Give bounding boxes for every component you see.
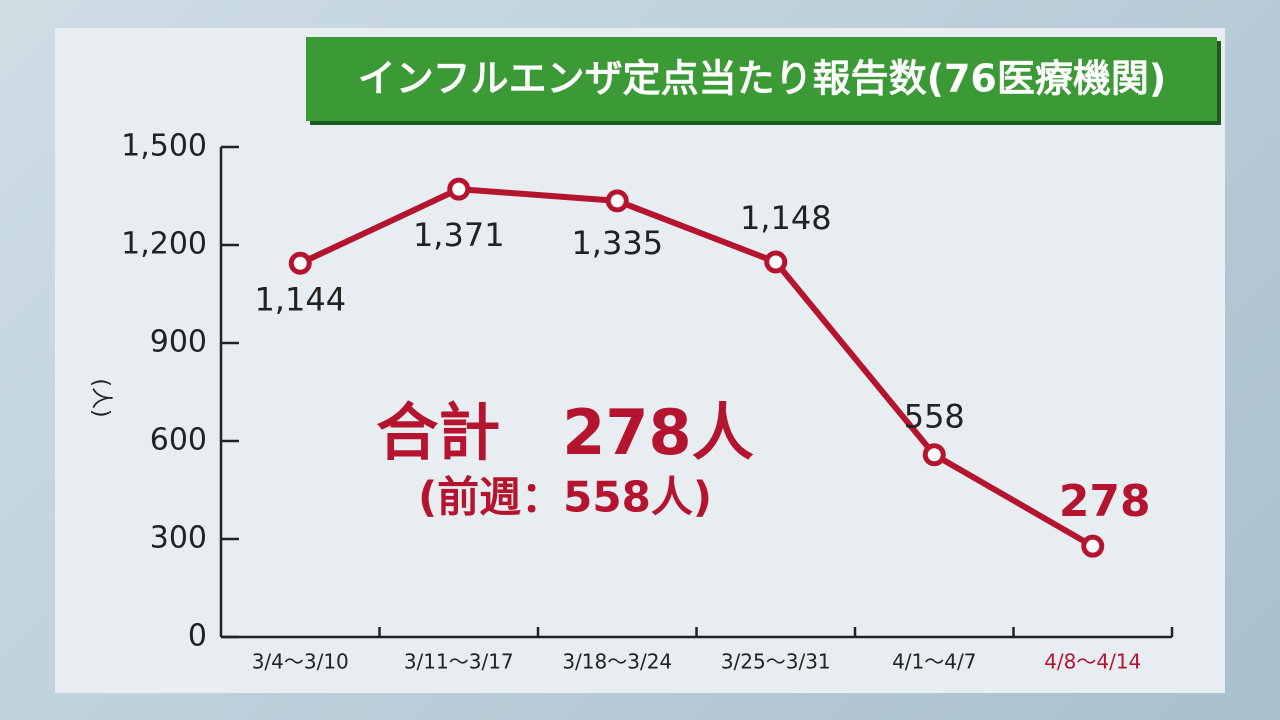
marker: [922, 443, 946, 467]
value-label: 278: [1059, 476, 1151, 527]
marker: [288, 251, 312, 275]
chart-title: インフルエンザ定点当たり報告数(76医療機関): [358, 57, 1166, 101]
annotation: 合計 278人: [376, 396, 753, 469]
x-tick-label: 3/11〜3/17: [404, 650, 514, 674]
y-tick-label: 1,500: [121, 129, 207, 164]
y-tick-label: 900: [150, 325, 207, 360]
y-tick-label: 300: [150, 521, 207, 556]
value-label: 1,371: [413, 216, 505, 254]
line: [298, 186, 1095, 549]
x-tick-label: 4/8〜4/14: [1044, 650, 1141, 674]
value-label: 1,148: [740, 199, 832, 237]
y-tick-label: 600: [150, 423, 207, 458]
y-tick-label: 1,200: [121, 227, 207, 262]
marker: [1081, 534, 1105, 558]
value-label: 558: [904, 398, 965, 436]
title-box: [306, 37, 1217, 121]
marker: [605, 189, 629, 213]
panel: [55, 28, 1225, 693]
y-axis-label: (人): [88, 378, 113, 417]
marker: [764, 250, 788, 274]
x-tick-label: 4/1〜4/7: [892, 650, 976, 674]
x-tick-label: 3/18〜3/24: [562, 650, 672, 674]
value-label: 1,144: [254, 280, 346, 318]
x-tick-label: 3/4〜3/10: [252, 650, 349, 674]
annotation: (前週：558人): [418, 473, 712, 522]
y-tick-label: 0: [188, 619, 207, 654]
x-tick-label: 3/25〜3/31: [721, 650, 831, 674]
marker: [447, 177, 471, 201]
value-label: 1,335: [571, 224, 663, 262]
